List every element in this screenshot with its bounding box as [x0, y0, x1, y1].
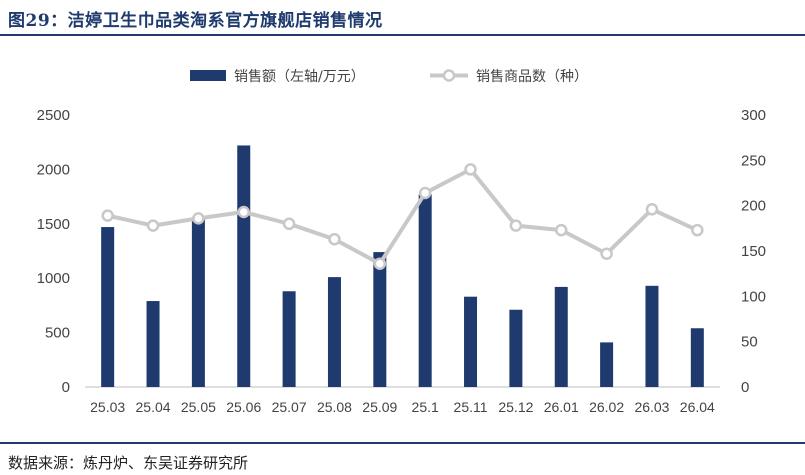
x-tick-label: 25.11 [454, 399, 488, 415]
bar [101, 227, 115, 387]
x-tick-label: 25.05 [181, 399, 216, 415]
line-point [282, 217, 296, 231]
right-y-axis: 0 50 100 150 200 250 300 [741, 107, 766, 396]
left-y-tick-label: 500 [45, 325, 70, 342]
footer-divider [0, 442, 805, 444]
line-point [509, 219, 523, 232]
line-point [555, 223, 568, 237]
right-y-tick-label: 150 [741, 243, 766, 260]
line-point [192, 212, 205, 225]
bar [554, 286, 568, 387]
x-tick-label: 26.04 [680, 399, 715, 415]
right-y-tick-label: 0 [741, 379, 749, 396]
x-tick-label: 25.07 [272, 399, 307, 415]
bar [191, 219, 205, 387]
bar [373, 252, 387, 387]
source-note: 数据来源：炼丹炉、东吴证券研究所 [8, 454, 249, 472]
line-point [237, 205, 250, 219]
line-point [146, 219, 160, 232]
bar [509, 309, 523, 387]
right-y-tick-label: 100 [741, 288, 766, 305]
combo-chart: 销售额（左轴/万元） 销售商品数（种） 05001000150020002500 … [37, 69, 766, 415]
legend-line-label: 销售商品数（种） [476, 69, 588, 85]
bar [464, 296, 478, 387]
left-y-tick-label: 2500 [37, 107, 70, 124]
line-point [600, 247, 613, 260]
line-point [645, 203, 659, 216]
left-y-tick-label: 0 [62, 379, 70, 396]
x-tick-label: 25.1 [412, 399, 439, 415]
bar [146, 301, 160, 387]
x-tick-label: 25.04 [136, 399, 171, 415]
line-point [373, 257, 387, 270]
bar [690, 328, 704, 387]
line-point [328, 232, 341, 246]
legend-bar-label: 销售额（左轴/万元） [234, 69, 365, 85]
line-point [418, 186, 432, 200]
line-point [691, 223, 704, 237]
left-y-tick-label: 1000 [37, 270, 70, 287]
figure-title: 图29：洁婷卫生巾品类淘系官方旗舰店销售情况 [8, 11, 383, 31]
left-y-tick-label: 2000 [37, 161, 70, 178]
right-y-tick-label: 200 [741, 198, 766, 215]
title-divider [0, 34, 805, 36]
x-tick-label: 25.03 [90, 399, 125, 415]
x-tick-label: 26.02 [589, 399, 624, 415]
x-tick-label: 25.12 [498, 399, 533, 415]
bar [327, 277, 341, 387]
legend-line-marker [442, 69, 456, 82]
x-tick-label: 25.08 [317, 399, 352, 415]
x-tick-label: 26.01 [544, 399, 579, 415]
line-point [464, 163, 477, 176]
line-path [107, 167, 699, 266]
bar [237, 145, 251, 387]
bar-series [101, 145, 704, 387]
bar [282, 291, 296, 387]
x-axis: 25.03 25.04 25.05 25.06 25.07 25.08 25.09 25.1 2… [90, 399, 715, 415]
legend: 销售额（左轴/万元） 销售商品数（种） [190, 69, 588, 85]
line-point [101, 209, 114, 222]
legend-bar-swatch [190, 70, 226, 81]
right-y-tick-label: 300 [741, 107, 766, 124]
x-tick-label: 26.03 [634, 399, 669, 415]
right-y-tick-label: 250 [741, 152, 766, 169]
left-y-tick-label: 1500 [37, 216, 70, 233]
left-y-axis: 0 500 1000 1500 2000 2500 [37, 107, 70, 396]
x-tick-label: 25.09 [362, 399, 397, 415]
bar [645, 285, 659, 387]
bar [418, 194, 432, 387]
bar [600, 342, 614, 387]
right-y-tick-label: 50 [741, 334, 758, 351]
line-series [101, 163, 704, 270]
x-tick-label: 25.06 [226, 399, 261, 415]
